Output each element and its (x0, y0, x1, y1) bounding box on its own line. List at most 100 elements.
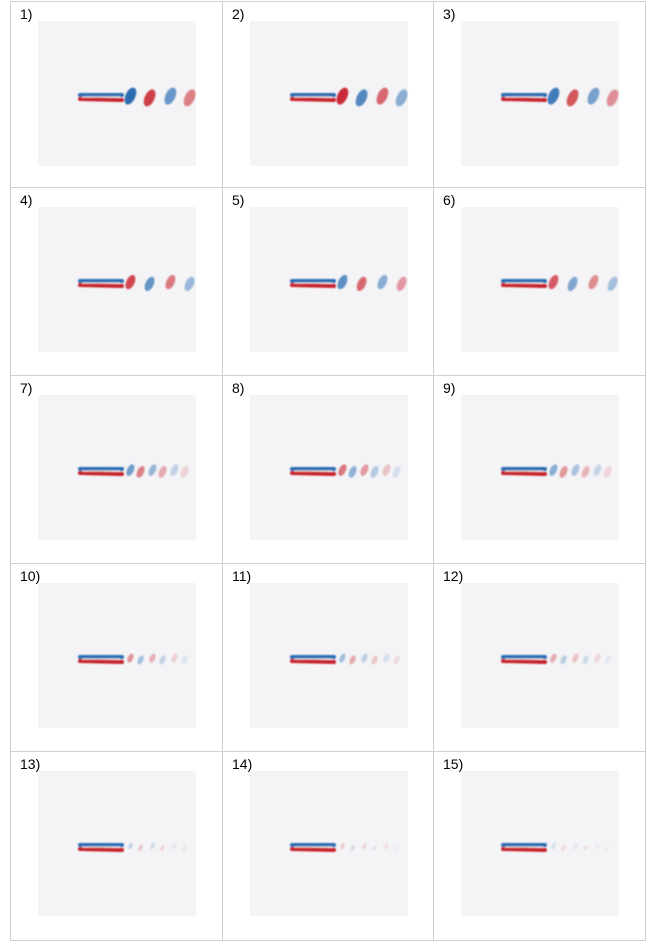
vortex (124, 87, 137, 105)
panel: 4) (10, 187, 223, 376)
shear-layer-red (78, 97, 124, 102)
vortex (159, 655, 166, 665)
vortex (172, 842, 177, 850)
panel: 3) (433, 1, 646, 188)
panel: 7) (10, 375, 223, 564)
vortex (587, 87, 600, 105)
vortex (127, 653, 134, 663)
wake (501, 842, 610, 852)
vortex (355, 89, 368, 107)
wake (501, 464, 612, 478)
vortex (361, 653, 368, 663)
vortex (340, 842, 345, 850)
panel-label: 6) (443, 192, 455, 208)
panel: 10) (10, 563, 223, 752)
vortex (566, 89, 579, 107)
vortex (182, 844, 187, 852)
wake (290, 274, 407, 292)
panel-label: 14) (232, 756, 252, 772)
vortex (150, 842, 155, 850)
shear-layer-red (290, 471, 336, 476)
vortex (376, 87, 389, 105)
shear-layer-red (78, 659, 124, 664)
vortex (395, 89, 408, 107)
vortex (382, 464, 391, 476)
shear-layer-red (290, 847, 336, 852)
vortex (148, 464, 157, 476)
shear-layer-red (290, 97, 336, 102)
vortex (183, 89, 196, 107)
wake (501, 274, 618, 292)
vortex (392, 466, 401, 478)
wake (290, 464, 401, 478)
vortex (362, 842, 367, 850)
vortex (593, 464, 602, 476)
panel: 15) (433, 751, 646, 941)
vortex (573, 842, 578, 850)
vortex (371, 655, 378, 665)
panel-label: 8) (232, 380, 244, 396)
panel: 14) (222, 751, 434, 941)
vortex (171, 653, 178, 663)
shear-layer-red (501, 283, 547, 288)
panel-label: 9) (443, 380, 455, 396)
panel-label: 10) (20, 568, 40, 584)
vortex (349, 655, 356, 665)
vortex (158, 466, 167, 478)
vortex (138, 844, 143, 852)
vortex (572, 653, 579, 663)
wake (78, 653, 188, 665)
panel: 1) (10, 1, 223, 188)
vortex (605, 844, 610, 852)
vortex (559, 466, 568, 478)
vortex (548, 274, 559, 290)
vortex (571, 464, 580, 476)
panel: 9) (433, 375, 646, 564)
wake (78, 87, 196, 107)
vortex (370, 466, 379, 478)
vortex (337, 274, 348, 290)
wake (290, 87, 408, 107)
wake (78, 464, 189, 478)
panel: 5) (222, 187, 434, 376)
shear-layer-red (290, 283, 336, 288)
vortex (128, 842, 133, 850)
vortex (136, 466, 145, 478)
vortex (170, 464, 179, 476)
shear-layer-red (78, 847, 124, 852)
vortex (348, 466, 357, 478)
vortex (594, 653, 601, 663)
wake (501, 653, 611, 665)
vortex (396, 276, 407, 292)
vortex (393, 655, 400, 665)
vortex (582, 655, 589, 665)
shear-layer-red (290, 659, 336, 664)
panel-label: 3) (443, 6, 455, 22)
shear-layer-red (501, 847, 547, 852)
vortex (547, 87, 560, 105)
vortex (561, 844, 566, 852)
vortex (604, 655, 611, 665)
panel-label: 5) (232, 192, 244, 208)
vortex (567, 276, 578, 292)
vortex (607, 276, 618, 292)
vortex (588, 274, 599, 290)
vortex (377, 274, 388, 290)
vortex (184, 276, 195, 292)
vortex (603, 466, 612, 478)
vortex (595, 842, 600, 850)
panel-label: 2) (232, 6, 244, 22)
panel-label: 1) (20, 6, 32, 22)
vortex (583, 844, 588, 852)
panel-label: 13) (20, 756, 40, 772)
panel: 12) (433, 563, 646, 752)
vortex (181, 655, 188, 665)
panel-label: 4) (20, 192, 32, 208)
vortex (383, 653, 390, 663)
vortex (143, 89, 156, 107)
vortex (356, 276, 367, 292)
shear-layer-red (78, 283, 124, 288)
shear-layer-red (501, 97, 547, 102)
panel: 11) (222, 563, 434, 752)
wake (290, 653, 400, 665)
